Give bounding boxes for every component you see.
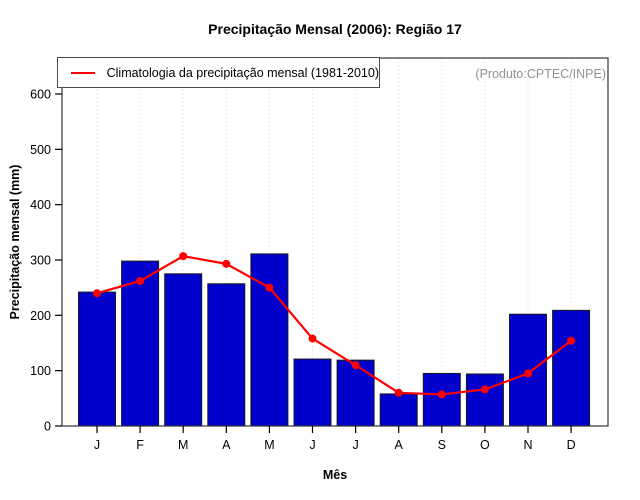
y-tick-label-300: 300 [30,253,51,267]
bar-M-2 [164,273,203,427]
bar-J-5 [293,358,332,427]
climatology-point-J-6 [351,361,360,370]
x-tick-label-S-8: S [438,438,446,452]
bar-J-6 [336,359,375,427]
x-tick-label-J-5: J [309,438,315,452]
y-tick-label-200: 200 [30,309,51,323]
x-tick-label-J-0: J [94,438,100,452]
climatology-point-N-10 [524,369,532,378]
bar-S-8 [422,372,461,427]
climatology-point-F-1 [136,277,145,286]
x-axis-label: Mês [322,468,348,482]
legend: Climatologia da precipitação mensal (198… [57,57,380,88]
climatology-point-M-4 [265,283,274,292]
x-tick-label-O-9: O [480,438,490,452]
y-tick-label-100: 100 [30,364,51,378]
climatology-point-J-0 [93,289,101,298]
y-tick-label-600: 600 [30,87,51,101]
y-tick-label-500: 500 [30,143,51,157]
product-annotation: (Produto:CPTEC/INPE) [475,67,606,81]
climatology-point-D-11 [567,336,576,345]
bar-O-9 [465,373,504,427]
y-axis-label: Precipitação mensal (mm) [8,164,22,320]
x-tick-label-A-3: A [222,438,231,452]
climatology-point-A-7 [394,388,403,397]
x-tick-label-F-1: F [136,438,144,452]
x-tick-label-N-10: N [523,438,532,452]
climatology-point-S-8 [437,390,446,399]
x-tick-label-M-2: M [178,438,188,452]
x-tick-label-J-6: J [352,438,358,452]
y-tick-label-0: 0 [44,420,51,434]
bar-J-0 [78,291,116,427]
x-tick-label-M-4: M [264,438,274,452]
climatology-point-M-2 [179,252,188,261]
x-tick-label-D-11: D [567,438,576,452]
climatology-point-O-9 [480,385,489,394]
chart-title: Precipitação Mensal (2006): Região 17 [208,21,462,37]
y-tick-label-400: 400 [30,198,51,212]
legend-line-swatch [71,71,95,74]
bar-D-11 [552,309,591,427]
climatology-point-J-5 [308,334,317,343]
legend-label: Climatologia da precipitação mensal (198… [106,65,379,80]
bar-M-4 [250,253,289,427]
bar-A-7 [379,393,418,427]
x-tick-label-A-7: A [395,438,404,452]
climatology-line [96,254,572,396]
bar-F-1 [121,260,160,427]
climatology-point-A-3 [222,259,231,268]
bar-A-3 [207,283,246,427]
